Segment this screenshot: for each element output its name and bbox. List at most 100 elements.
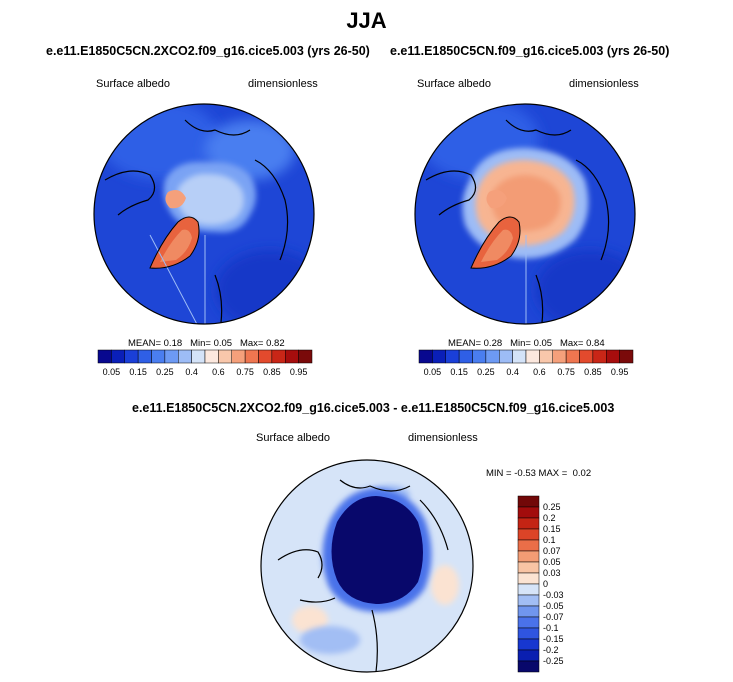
right-stats: MEAN= 0.28 Min= 0.05 Max= 0.84 (448, 338, 605, 349)
colorbar-swatch (285, 349, 299, 364)
colorbar-tick-label: 0.2 (543, 513, 556, 523)
colorbar-tick-label: -0.2 (543, 645, 559, 655)
right-map-greenland-coast (470, 216, 521, 269)
left-units-label: dimensionless (248, 78, 318, 90)
colorbar-swatch (619, 349, 634, 364)
colorbar-tick-label: 0.25 (543, 502, 561, 512)
colorbar-swatch (258, 349, 273, 364)
left-stats: MEAN= 0.18 Min= 0.05 Max= 0.82 (128, 338, 285, 349)
colorbar-swatch (552, 349, 567, 364)
colorbar-swatch (517, 550, 540, 563)
colorbar-tick-label: 0.05 (543, 557, 561, 567)
colorbar-swatch (137, 349, 152, 364)
colorbar-tick-label: 0.4 (185, 367, 198, 377)
right-map-coastline (425, 119, 610, 324)
left-map-border (93, 103, 315, 325)
colorbar-swatch (432, 349, 446, 364)
colorbar-swatch (418, 349, 433, 364)
colorbar-swatch (517, 539, 540, 552)
colorbar-swatch (244, 349, 259, 364)
colorbar-tick-label: -0.07 (543, 612, 564, 622)
colorbar-tick-label: 0.6 (533, 367, 546, 377)
colorbar-swatch (525, 349, 540, 364)
colorbar-swatch (517, 517, 540, 530)
colorbar-swatch (204, 349, 219, 364)
colorbar-tick-label: 0.15 (129, 367, 147, 377)
colorbar-swatch (517, 605, 540, 618)
diff-stats: MIN = -0.53 MAX = 0.02 (486, 468, 592, 479)
colorbar-tick-label: 0.05 (103, 367, 121, 377)
right-panel-title: e.e11.E1850C5CN.f09_g16.cice5.003 (yrs 2… (390, 44, 670, 58)
left-map-arctic-inner (178, 173, 244, 226)
right-map (415, 104, 635, 324)
colorbar-tick-label: 0 (543, 579, 548, 589)
colorbar-tick-label: 0.15 (450, 367, 468, 377)
diff-units-label: dimensionless (408, 432, 478, 444)
colorbar-swatch (124, 349, 139, 364)
diff-panel-title: e.e11.E1850C5CN.2XCO2.f09_g16.cice5.003 … (132, 401, 615, 415)
colorbar-swatch (271, 349, 286, 364)
left-map-ocean-patch (215, 250, 314, 324)
colorbar-swatch (445, 349, 460, 364)
colorbar-swatch (178, 349, 192, 364)
colorbar-swatch (579, 349, 594, 364)
left-map (94, 104, 314, 324)
colorbar-swatch (164, 349, 179, 364)
colorbar-swatch (151, 349, 166, 364)
colorbar-swatch (517, 638, 540, 651)
colorbar-tick-label: 0.4 (506, 367, 519, 377)
colorbar-swatch (458, 349, 473, 364)
colorbar-tick-label: 0.6 (212, 367, 225, 377)
colorbar-tick-label: 0.05 (424, 367, 442, 377)
colorbar-tick-label: 0.75 (236, 367, 254, 377)
colorbar-swatch (565, 349, 580, 364)
colorbar-swatch (539, 349, 553, 364)
colorbar-swatch (485, 349, 500, 364)
colorbar-swatch (298, 349, 313, 364)
diff-map (261, 460, 473, 672)
colorbar-swatch (512, 349, 527, 364)
colorbar-tick-label: 0.03 (543, 568, 561, 578)
right-map-islands (486, 190, 507, 209)
left-colorbar: 0.05 0.15 0.25 0.4 0.6 0.75 0.85 0.95 (97, 349, 313, 377)
colorbar-tick-label: 0.85 (263, 367, 281, 377)
colorbar-swatch (218, 349, 232, 364)
colorbar-swatch (517, 561, 540, 574)
colorbar-swatch (191, 349, 206, 364)
right-map-greenland-inner (481, 229, 513, 262)
colorbar-tick-label: 0.85 (584, 367, 602, 377)
colorbar-tick-label: -0.15 (543, 634, 564, 644)
colorbar-swatch (97, 349, 112, 364)
colorbar-swatch (517, 660, 540, 673)
colorbar-swatch (499, 349, 513, 364)
right-units-label: dimensionless (569, 78, 639, 90)
diff-map-negative-patch (300, 626, 360, 654)
left-panel-title: e.e11.E1850C5CN.2XCO2.f09_g16.cice5.003 … (46, 44, 370, 58)
diff-colorbar: 0.250.20.150.10.070.050.030-0.03-0.05-0.… (517, 495, 564, 673)
right-map-ocean-patch (535, 250, 635, 324)
diff-map-coastline (277, 479, 449, 672)
colorbar-tick-label: 0.25 (477, 367, 495, 377)
left-map-greenland-coast (149, 216, 200, 269)
figure-title: JJA (346, 8, 387, 33)
left-map-islands (165, 190, 186, 209)
colorbar-swatch (606, 349, 620, 364)
colorbar-tick-label: -0.1 (543, 623, 559, 633)
colorbar-swatch (517, 627, 540, 640)
colorbar-swatch (517, 528, 540, 541)
colorbar-tick-label: 0.25 (156, 367, 174, 377)
right-colorbar: 0.05 0.15 0.25 0.4 0.6 0.75 0.85 0.95 (418, 349, 634, 377)
colorbar-tick-label: -0.03 (543, 590, 564, 600)
colorbar-tick-label: 0.15 (543, 524, 561, 534)
colorbar-tick-label: 0.75 (557, 367, 575, 377)
colorbar-tick-label: 0.07 (543, 546, 561, 556)
left-map-coastline (104, 119, 289, 324)
colorbar-swatch (517, 495, 540, 508)
colorbar-swatch (517, 594, 540, 607)
left-variable-label: Surface albedo (96, 78, 170, 90)
colorbar-swatch (592, 349, 607, 364)
diff-variable-label: Surface albedo (256, 432, 330, 444)
colorbar-tick-label: 0.1 (543, 535, 556, 545)
colorbar-swatch (517, 506, 540, 519)
